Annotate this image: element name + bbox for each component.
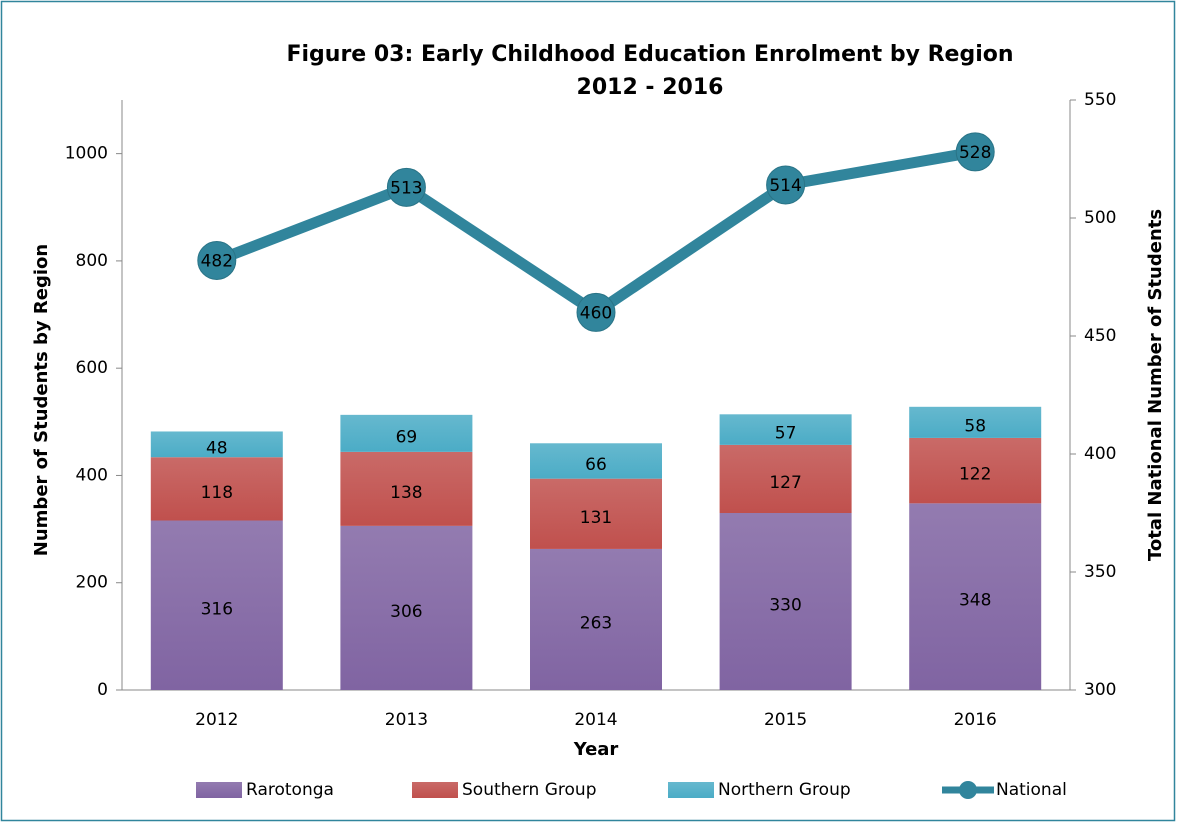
data-label: 513 [390, 178, 422, 198]
chart-title: Figure 03: Early Childhood Education Enr… [286, 42, 1013, 67]
x-tick-label: 2015 [764, 710, 807, 730]
bar-segment [909, 406, 1042, 438]
bar-segment [719, 513, 852, 690]
legend-swatch [196, 782, 242, 798]
bar-segment [909, 437, 1042, 504]
legend-swatch [959, 781, 977, 799]
y2-tick-label: 550 [1084, 90, 1116, 110]
data-label: 482 [201, 251, 233, 271]
data-label: 131 [580, 508, 612, 528]
data-label: 316 [201, 599, 233, 619]
line-marker [197, 240, 237, 280]
x-tick-label: 2016 [954, 710, 997, 730]
x-tick-label: 2012 [195, 710, 238, 730]
data-label: 460 [580, 303, 612, 323]
y-tick-label: 600 [76, 358, 108, 378]
bar-segment [340, 525, 473, 690]
bar-segment [150, 431, 283, 458]
bar-segment [719, 444, 852, 513]
line-marker [386, 167, 426, 207]
data-label: 528 [959, 143, 991, 163]
y2-tick-label: 300 [1084, 680, 1116, 700]
chart-subtitle: 2012 - 2016 [577, 75, 724, 100]
line-marker [766, 165, 806, 205]
data-label: 122 [959, 465, 991, 485]
data-label: 48 [206, 438, 228, 458]
data-label: 514 [769, 176, 801, 196]
data-label: 127 [769, 473, 801, 493]
y2-axis-title: Total National Number of Students [1145, 209, 1166, 561]
x-tick-label: 2013 [385, 710, 428, 730]
data-label: 330 [769, 596, 801, 616]
data-label: 263 [580, 613, 612, 633]
legend-label: Northern Group [718, 780, 851, 800]
bar-segment [530, 548, 662, 690]
legend-label: Southern Group [462, 780, 597, 800]
legend-swatch [668, 782, 714, 798]
bar-segment [150, 520, 283, 690]
data-label: 66 [585, 455, 607, 475]
x-axis-title: Year [573, 739, 619, 760]
bar-segment [909, 503, 1042, 690]
data-label: 57 [775, 424, 797, 444]
bar-segment [530, 478, 662, 549]
bar-segment [340, 451, 473, 526]
data-label: 118 [201, 483, 233, 503]
legend-swatch [412, 782, 458, 798]
bar-segment [340, 414, 473, 452]
data-label: 348 [959, 591, 991, 611]
data-label: 306 [390, 602, 422, 622]
line-marker [576, 292, 616, 332]
legend-label: Rarotonga [246, 780, 334, 800]
y-tick-label: 1000 [65, 144, 108, 164]
y-tick-label: 400 [76, 465, 108, 485]
y2-tick-label: 500 [1084, 208, 1116, 228]
y2-tick-label: 450 [1084, 326, 1116, 346]
legend-label: National [996, 780, 1067, 800]
data-label: 58 [964, 416, 986, 436]
y2-tick-label: 350 [1084, 562, 1116, 582]
y-tick-label: 800 [76, 251, 108, 271]
y-tick-label: 200 [76, 573, 108, 593]
bar-segment [530, 443, 662, 479]
x-tick-label: 2014 [574, 710, 617, 730]
bar-segment [150, 457, 283, 521]
bar-segment [719, 414, 852, 445]
y-tick-label: 0 [97, 680, 108, 700]
y2-tick-label: 400 [1084, 444, 1116, 464]
y-axis-title: Number of Students by Region [31, 244, 52, 556]
data-label: 69 [396, 427, 418, 447]
data-label: 138 [390, 483, 422, 503]
line-marker [955, 132, 995, 172]
